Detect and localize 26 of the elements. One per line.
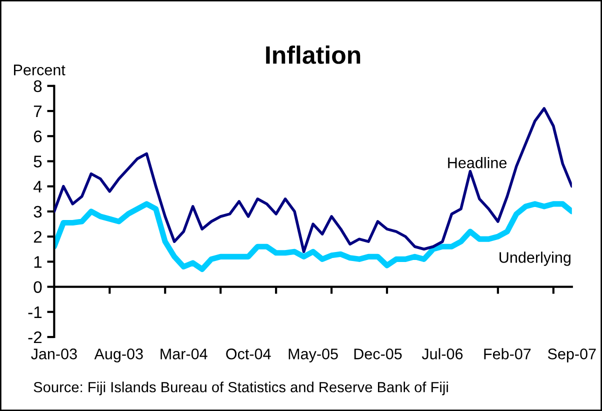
y-tick-label: 3: [34, 206, 42, 218]
y-tick-label: 4: [33, 180, 42, 192]
source-note: Source: Fiji Islands Bureau of Statistics and Reserve Bank of Fiji: [34, 382, 448, 396]
x-tick-label: Sep-07: [548, 348, 596, 362]
y-tick-label: 0: [34, 281, 42, 293]
x-tick-label: Feb-07: [484, 348, 531, 360]
y-tick-label: 2: [34, 230, 42, 243]
x-tick-label: Mar-04: [160, 348, 208, 360]
y-tick-label: 1: [34, 256, 42, 268]
line-series: [54, 107, 572, 254]
series-label: Underlying: [500, 252, 570, 266]
y-tick-label: 6: [34, 130, 42, 142]
chart-title: Inflation: [266, 46, 360, 64]
series-label: Headline: [448, 157, 507, 168]
x-tick-label: Oct-04: [226, 348, 271, 360]
x-tick-label: Dec-05: [354, 348, 402, 360]
y-tick-label: -2: [28, 331, 42, 344]
x-tick-label: Aug-03: [94, 348, 143, 362]
y-axis-title: Percent: [14, 64, 66, 76]
y-tick-label: 8: [34, 80, 42, 92]
x-tick-label: May-05: [288, 348, 338, 362]
y-tick-label: 7: [34, 106, 42, 118]
y-tick-label: -1: [28, 306, 42, 318]
x-tick-label: Jan-03: [31, 348, 77, 360]
x-tick-label: Jul-06: [422, 348, 463, 360]
y-tick-label: 5: [34, 156, 42, 168]
